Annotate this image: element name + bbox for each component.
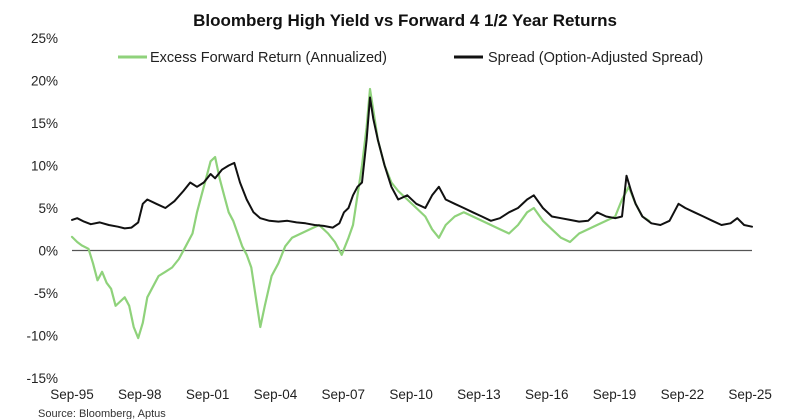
y-tick-label: 15%: [31, 116, 58, 131]
chart-title: Bloomberg High Yield vs Forward 4 1/2 Ye…: [193, 11, 617, 30]
y-tick-label: 25%: [31, 31, 58, 46]
y-axis: 25% 20% 15% 10% 5% 0% -5% -10% -15%: [26, 31, 58, 386]
x-tick-label: Sep-01: [186, 387, 230, 402]
y-tick-label: 10%: [31, 159, 58, 174]
series-layer: [70, 87, 753, 340]
x-tick-label: Sep-98: [118, 387, 162, 402]
x-tick-label: Sep-25: [728, 387, 772, 402]
legend-label-excess: Excess Forward Return (Annualized): [150, 50, 387, 66]
series-line-spread: [71, 96, 753, 230]
x-tick-label: Sep-19: [593, 387, 637, 402]
x-tick-label: Sep-04: [254, 387, 298, 402]
x-tick-label: Sep-22: [661, 387, 705, 402]
y-tick-label: -10%: [26, 329, 58, 344]
x-tick-label: Sep-16: [525, 387, 569, 402]
y-tick-label: 5%: [38, 201, 58, 216]
legend-label-spread: Spread (Option-Adjusted Spread): [488, 50, 703, 66]
x-tick-label: Sep-07: [322, 387, 366, 402]
x-axis: Sep-95 Sep-98 Sep-01 Sep-04 Sep-07 Sep-10 Sep-…: [50, 387, 772, 402]
y-tick-label: 20%: [31, 74, 58, 89]
x-tick-label: Sep-13: [457, 387, 501, 402]
series-line-excess-return: [70, 87, 651, 340]
x-tick-label: Sep-10: [389, 387, 433, 402]
x-tick-label: Sep-95: [50, 387, 94, 402]
source-note: Source: Bloomberg, Aptus: [38, 408, 166, 419]
legend: Excess Forward Return (Annualized) Sprea…: [118, 50, 703, 66]
y-tick-label: 0%: [38, 244, 58, 259]
y-tick-label: -5%: [34, 286, 58, 301]
y-tick-label: -15%: [26, 371, 58, 386]
